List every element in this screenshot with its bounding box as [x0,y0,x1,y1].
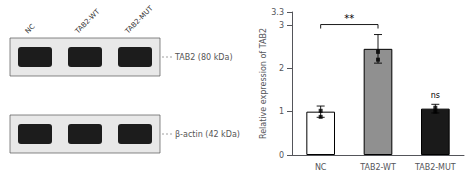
svg-text:0: 0 [279,151,284,160]
svg-text:TAB2-MUT: TAB2-MUT [123,4,155,36]
svg-text:ns: ns [431,91,440,100]
svg-text:TAB2-WT: TAB2-WT [73,7,102,36]
svg-text:TAB2-WT: TAB2-WT [359,163,396,172]
svg-text:NC: NC [24,22,37,35]
svg-text:1: 1 [279,107,284,116]
svg-text:NC: NC [315,163,327,172]
svg-text:Relative expression of TAB2: Relative expression of TAB2 [259,28,268,139]
svg-text:3: 3 [279,21,284,30]
svg-text:TAB2 (80 kDa): TAB2 (80 kDa) [174,53,233,62]
svg-text:3.3: 3.3 [271,8,284,17]
svg-text:**: ** [344,13,354,24]
svg-text:2: 2 [279,64,284,73]
svg-text:TAB2-MUT: TAB2-MUT [414,163,456,172]
svg-text:β-actin (42 kDa): β-actin (42 kDa) [175,130,240,139]
